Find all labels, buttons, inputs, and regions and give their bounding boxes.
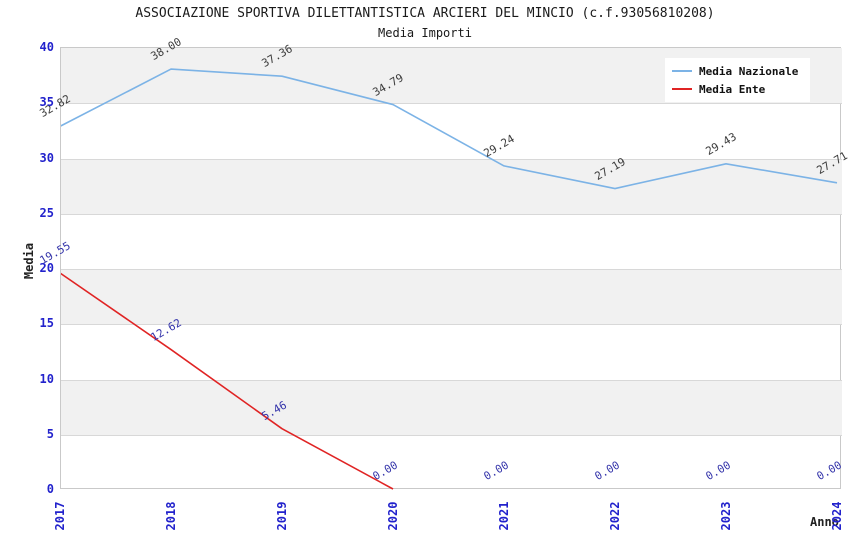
y-tick-label: 5 [46, 426, 54, 441]
background-band [61, 379, 842, 435]
x-tick-label: 2019 [275, 501, 289, 531]
x-axis-title: Anno [810, 515, 839, 529]
y-tick-label: 40 [39, 40, 54, 54]
chart-title: ASSOCIAZIONE SPORTIVA DILETTANTISTICA AR… [135, 6, 715, 21]
y-tick-label: 20 [39, 261, 54, 275]
legend-item-media-nazionale: Media Nazionale [672, 65, 810, 78]
background-band [61, 269, 842, 325]
legend-label: Media Nazionale [699, 64, 799, 78]
legend: Media Nazionale Media Ente [665, 58, 810, 102]
legend-line-swatch-nazionale [672, 70, 692, 72]
x-tick-label: 2017 [53, 501, 67, 531]
y-tick-label: 10 [39, 371, 54, 386]
gridline [61, 213, 842, 215]
y-tick-label: 0 [46, 482, 54, 496]
gridline [61, 103, 842, 105]
line-plot [61, 68, 838, 490]
legend-item-media-ente: Media Ente [672, 83, 810, 96]
gridline [61, 434, 842, 436]
legend-label: Media Ente [699, 82, 766, 96]
x-tick-label: 2018 [164, 501, 178, 531]
x-tick-label: 2022 [608, 501, 622, 531]
y-tick-label: 25 [39, 205, 54, 220]
series-line-media-nazionale [61, 68, 838, 190]
gridline [61, 158, 842, 160]
x-tick-label: 2021 [497, 501, 511, 531]
series-line-media-ente [61, 272, 394, 490]
legend-line-swatch-ente [672, 88, 692, 90]
x-tick-label: 2024 [830, 501, 844, 531]
x-tick-label: 2020 [386, 501, 400, 531]
y-tick-label: 15 [39, 316, 54, 331]
gridline [61, 324, 842, 326]
gridline [61, 379, 842, 381]
chart-subtitle: Media Importi [378, 26, 472, 40]
x-tick-label: 2023 [719, 501, 733, 531]
gridline [61, 269, 842, 270]
y-tick-label: 35 [39, 95, 54, 110]
plot-area [60, 47, 842, 490]
y-tick-label: 30 [39, 150, 54, 165]
